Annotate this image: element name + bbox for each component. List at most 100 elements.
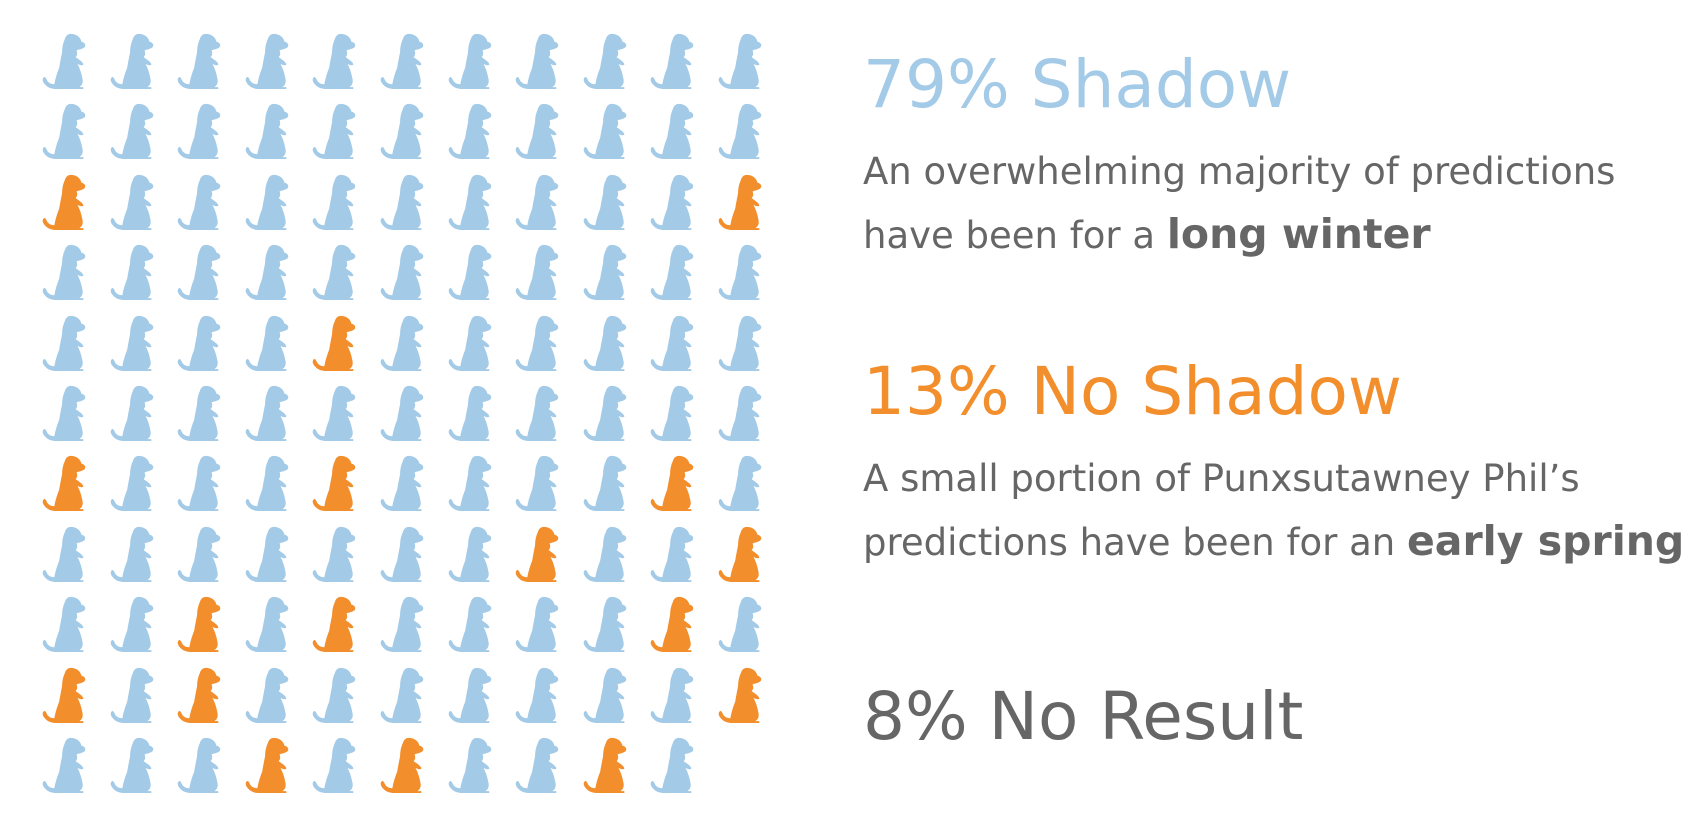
groundhog-icon-shadow-r10-c2 (110, 667, 153, 723)
groundhog-icon-shadow-r9-c6 (380, 597, 424, 653)
groundhog-shape (42, 597, 86, 653)
groundhog-icon-no-shadow-r8-c11 (718, 526, 762, 582)
shadow-summary: 79% Shadow An overwhelming majority of p… (863, 52, 1683, 267)
groundhog-icon-shadow-r9-c1 (42, 597, 86, 653)
groundhog-shape (177, 597, 221, 653)
groundhog-icon-no-shadow-r7-c10 (651, 456, 694, 512)
groundhog-shape (313, 597, 356, 653)
groundhog-icon-shadow-r8-c1 (42, 526, 86, 582)
groundhog-shape (651, 737, 694, 794)
groundhog-shape (42, 104, 86, 160)
groundhog-shape (110, 104, 153, 160)
groundhog-icon-shadow-r5-c4 (245, 315, 289, 371)
groundhog-icon-shadow-r4-c10 (651, 245, 694, 301)
groundhog-icon-shadow-r1-c3 (177, 33, 221, 90)
groundhog-shape (448, 385, 491, 442)
groundhog-icon-shadow-r2-c10 (651, 104, 694, 160)
groundhog-shape (718, 597, 762, 653)
no-result-headline: 8% No Result (863, 678, 1304, 755)
groundhog-shape (313, 315, 356, 371)
groundhog-icon-shadow-r8-c9 (583, 526, 627, 582)
groundhog-icon-shadow-r1-c4 (245, 33, 289, 90)
groundhog-shape (313, 385, 356, 442)
groundhog-icon-shadow-r2-c11 (718, 104, 762, 160)
shadow-headline: 79% Shadow (863, 46, 1292, 123)
groundhog-icon-no-shadow-r5-c5 (313, 315, 356, 371)
groundhog-shape (245, 526, 289, 582)
groundhog-icon-shadow-r7-c3 (177, 456, 221, 512)
groundhog-icon-shadow-r8-c10 (651, 526, 694, 582)
groundhog-shape (42, 315, 86, 371)
groundhog-shape (42, 526, 86, 582)
groundhog-icon-shadow-r8-c3 (177, 526, 221, 582)
no-result-summary: 8% No Result (863, 684, 1683, 750)
groundhog-shape (515, 456, 559, 512)
groundhog-icon-shadow-r4-c8 (515, 245, 559, 301)
groundhog-shape (380, 104, 424, 160)
groundhog-icon-shadow-r4-c6 (380, 245, 424, 301)
groundhog-icon-shadow-r5-c10 (651, 315, 694, 371)
groundhog-shape (448, 456, 491, 512)
groundhog-shape (380, 456, 424, 512)
groundhog-icon-shadow-r2-c5 (313, 104, 356, 160)
groundhog-icon-shadow-r7-c11 (718, 456, 762, 512)
groundhog-shape (718, 456, 762, 512)
groundhog-shape (583, 33, 627, 90)
groundhog-shape (313, 526, 356, 582)
groundhog-icon-shadow-r8-c4 (245, 526, 289, 582)
groundhog-shape (177, 456, 221, 512)
groundhog-icon-shadow-r6-c6 (380, 385, 424, 442)
groundhog-shape (448, 315, 491, 371)
groundhog-icon-shadow-r2-c1 (42, 104, 86, 160)
shadow-description: An overwhelming majority of predictions … (863, 140, 1683, 267)
groundhog-icon-no-shadow-r7-c1 (42, 456, 86, 512)
groundhog-shape (313, 456, 356, 512)
groundhog-shape (718, 526, 762, 582)
groundhog-icon-shadow-r10-c6 (380, 667, 424, 723)
groundhog-icon-no-shadow-r10-c3 (177, 667, 221, 723)
groundhog-icon-no-shadow-r9-c3 (177, 597, 221, 653)
groundhog-shape (583, 385, 627, 442)
groundhog-icon-shadow-r4-c2 (110, 245, 153, 301)
groundhog-icon-shadow-r3-c10 (651, 174, 694, 230)
groundhog-shape (42, 456, 86, 512)
groundhog-icon-shadow-r4-c7 (448, 245, 491, 301)
groundhog-shape (380, 245, 424, 301)
groundhog-shape (718, 385, 762, 442)
groundhog-shape (448, 33, 491, 90)
groundhog-icon-shadow-r6-c8 (515, 385, 559, 442)
groundhog-icon-shadow-r7-c4 (245, 456, 289, 512)
groundhog-icon-shadow-r11-c8 (515, 737, 559, 794)
groundhog-icon-shadow-r2-c3 (177, 104, 221, 160)
groundhog-shape (313, 104, 356, 160)
groundhog-shape (448, 526, 491, 582)
groundhog-shape (110, 737, 153, 794)
groundhog-icon-shadow-r2-c6 (380, 104, 424, 160)
groundhog-icon-no-shadow-r8-c8 (515, 526, 559, 582)
groundhog-icon-shadow-r9-c4 (245, 597, 289, 653)
groundhog-shape (583, 456, 627, 512)
no-shadow-desc-line2: predictions have been for an (863, 521, 1407, 564)
groundhog-shape (380, 737, 424, 794)
groundhog-icon-shadow-r8-c2 (110, 526, 153, 582)
groundhog-shape (245, 315, 289, 371)
groundhog-icon-shadow-r1-c2 (110, 33, 153, 90)
groundhog-shape (718, 667, 762, 723)
groundhog-shape (380, 174, 424, 230)
groundhog-icon-shadow-r1-c10 (651, 33, 694, 90)
groundhog-icon-shadow-r10-c8 (515, 667, 559, 723)
groundhog-shape (583, 245, 627, 301)
groundhog-icon-shadow-r9-c2 (110, 597, 153, 653)
groundhog-icon-shadow-r10-c9 (583, 667, 627, 723)
groundhog-shape (110, 174, 153, 230)
no-shadow-headline: 13% No Shadow (863, 353, 1402, 430)
groundhog-icon-shadow-r9-c7 (448, 597, 491, 653)
shadow-desc-line1: An overwhelming majority of predictions (863, 150, 1616, 193)
groundhog-shape (42, 33, 86, 90)
groundhog-shape (651, 526, 694, 582)
groundhog-icon-shadow-r8-c6 (380, 526, 424, 582)
groundhog-icon-shadow-r5-c7 (448, 315, 491, 371)
groundhog-shape (110, 245, 153, 301)
groundhog-icon-no-shadow-r10-c1 (42, 667, 86, 723)
groundhog-icon-shadow-r5-c11 (718, 315, 762, 371)
